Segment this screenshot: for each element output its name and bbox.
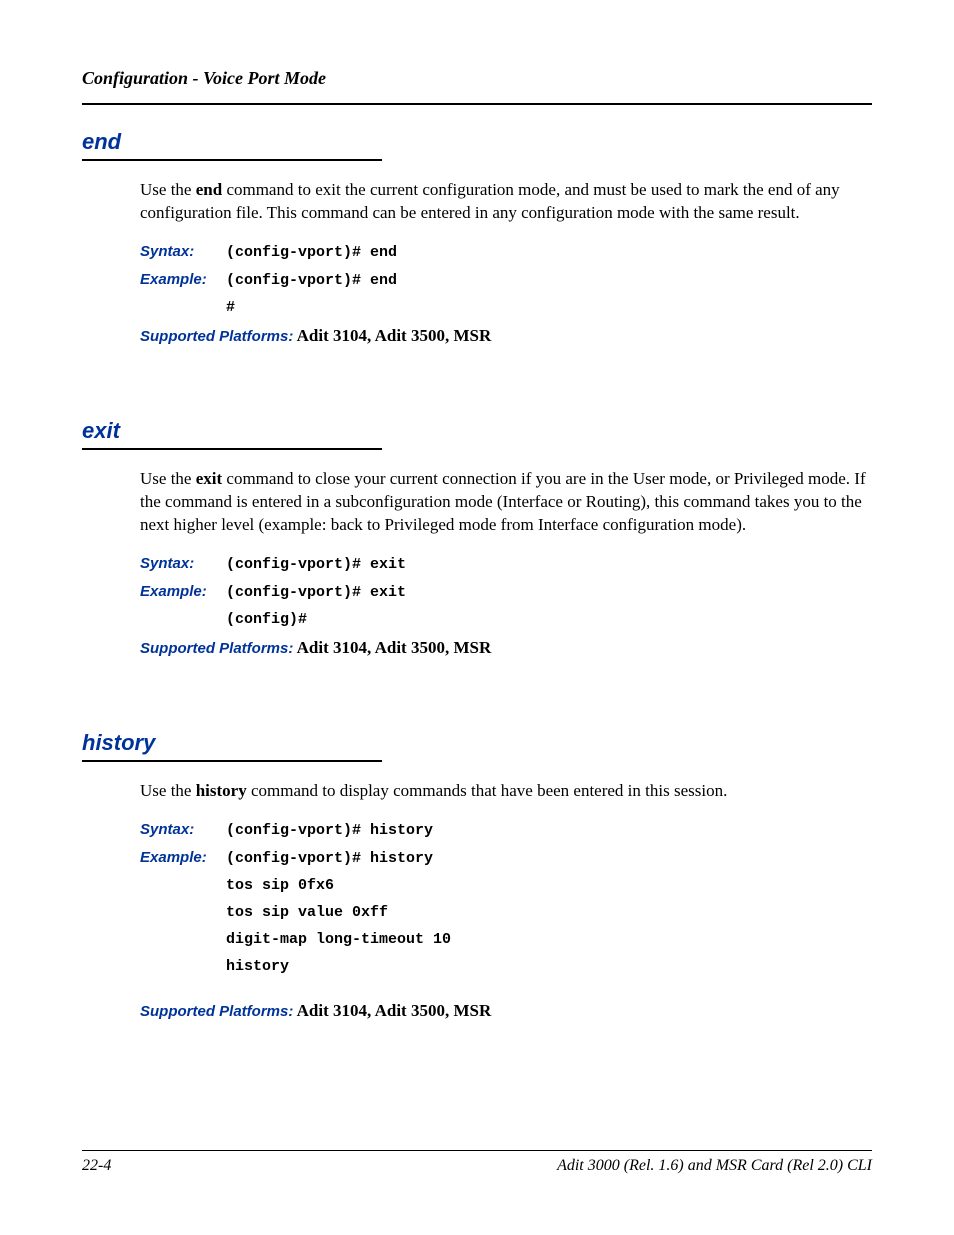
- heading-history: history: [82, 730, 872, 756]
- history-desc-bold: history: [196, 781, 247, 800]
- end-desc-pre: Use the: [140, 180, 196, 199]
- history-syntax-row: Syntax: (config-vport)# history: [140, 821, 872, 839]
- exit-platforms-value: Adit 3104, Adit 3500, MSR: [293, 638, 491, 657]
- history-syntax-text: (config-vport)# history: [226, 822, 433, 839]
- exit-desc-pre: Use the: [140, 469, 196, 488]
- heading-underline-end: [82, 159, 382, 161]
- example-label: Example:: [140, 271, 226, 288]
- platforms-label: Supported Platforms:: [140, 328, 293, 345]
- end-platforms-row: Supported Platforms: Adit 3104, Adit 350…: [140, 326, 872, 346]
- syntax-label: Syntax:: [140, 243, 226, 260]
- footer-doc-title: Adit 3000 (Rel. 1.6) and MSR Card (Rel 2…: [557, 1157, 872, 1175]
- history-example-row: Example: (config-vport)# history: [140, 849, 872, 867]
- heading-underline-history: [82, 760, 382, 762]
- history-platforms-value: Adit 3104, Adit 3500, MSR: [293, 1001, 491, 1020]
- page-container: Configuration - Voice Port Mode end Use …: [0, 0, 954, 1235]
- syntax-label: Syntax:: [140, 555, 226, 572]
- header-divider: [82, 103, 872, 105]
- section-exit: exit Use the exit command to close your …: [82, 418, 872, 658]
- exit-platforms-row: Supported Platforms: Adit 3104, Adit 350…: [140, 638, 872, 658]
- exit-desc-bold: exit: [196, 469, 222, 488]
- footer-divider: [82, 1150, 872, 1151]
- history-example-text: (config-vport)# history: [226, 850, 433, 867]
- example-label: Example:: [140, 849, 226, 866]
- end-extra-line: #: [226, 299, 872, 316]
- end-syntax-block: Syntax: (config-vport)# end Example: (co…: [140, 243, 872, 316]
- history-extra-4: history: [226, 958, 872, 975]
- end-description: Use the end command to exit the current …: [140, 179, 872, 225]
- heading-exit: exit: [82, 418, 872, 444]
- footer-page-number: 22-4: [82, 1157, 111, 1175]
- end-example-row: Example: (config-vport)# end: [140, 271, 872, 289]
- history-extra-2: tos sip value 0xff: [226, 904, 872, 921]
- exit-example-row: Example: (config-vport)# exit: [140, 583, 872, 601]
- footer-row: 22-4 Adit 3000 (Rel. 1.6) and MSR Card (…: [82, 1157, 872, 1175]
- history-extra-3: digit-map long-timeout 10: [226, 931, 872, 948]
- exit-description: Use the exit command to close your curre…: [140, 468, 872, 537]
- heading-underline-exit: [82, 448, 382, 450]
- exit-syntax-row: Syntax: (config-vport)# exit: [140, 555, 872, 573]
- history-description: Use the history command to display comma…: [140, 780, 872, 803]
- exit-syntax-text: (config-vport)# exit: [226, 556, 406, 573]
- end-desc-bold: end: [196, 180, 222, 199]
- section-history: history Use the history command to displ…: [82, 730, 872, 1021]
- history-syntax-block: Syntax: (config-vport)# history Example:…: [140, 821, 872, 975]
- exit-syntax-block: Syntax: (config-vport)# exit Example: (c…: [140, 555, 872, 628]
- end-syntax-text: (config-vport)# end: [226, 244, 397, 261]
- syntax-label: Syntax:: [140, 821, 226, 838]
- exit-example-text: (config-vport)# exit: [226, 584, 406, 601]
- history-extra-1: tos sip 0fx6: [226, 877, 872, 894]
- page-header-title: Configuration - Voice Port Mode: [82, 68, 872, 89]
- platforms-label: Supported Platforms:: [140, 1003, 293, 1020]
- history-platforms-row: Supported Platforms: Adit 3104, Adit 350…: [140, 1001, 872, 1021]
- end-example-text: (config-vport)# end: [226, 272, 397, 289]
- history-desc-post: command to display commands that have be…: [247, 781, 728, 800]
- example-label: Example:: [140, 583, 226, 600]
- platforms-label: Supported Platforms:: [140, 640, 293, 657]
- end-syntax-row: Syntax: (config-vport)# end: [140, 243, 872, 261]
- page-footer: 22-4 Adit 3000 (Rel. 1.6) and MSR Card (…: [82, 1150, 872, 1175]
- exit-desc-post: command to close your current connection…: [140, 469, 866, 534]
- end-platforms-value: Adit 3104, Adit 3500, MSR: [293, 326, 491, 345]
- heading-end: end: [82, 129, 872, 155]
- section-end: end Use the end command to exit the curr…: [82, 129, 872, 346]
- history-desc-pre: Use the: [140, 781, 196, 800]
- exit-extra-line: (config)#: [226, 611, 872, 628]
- end-desc-post: command to exit the current configuratio…: [140, 180, 840, 222]
